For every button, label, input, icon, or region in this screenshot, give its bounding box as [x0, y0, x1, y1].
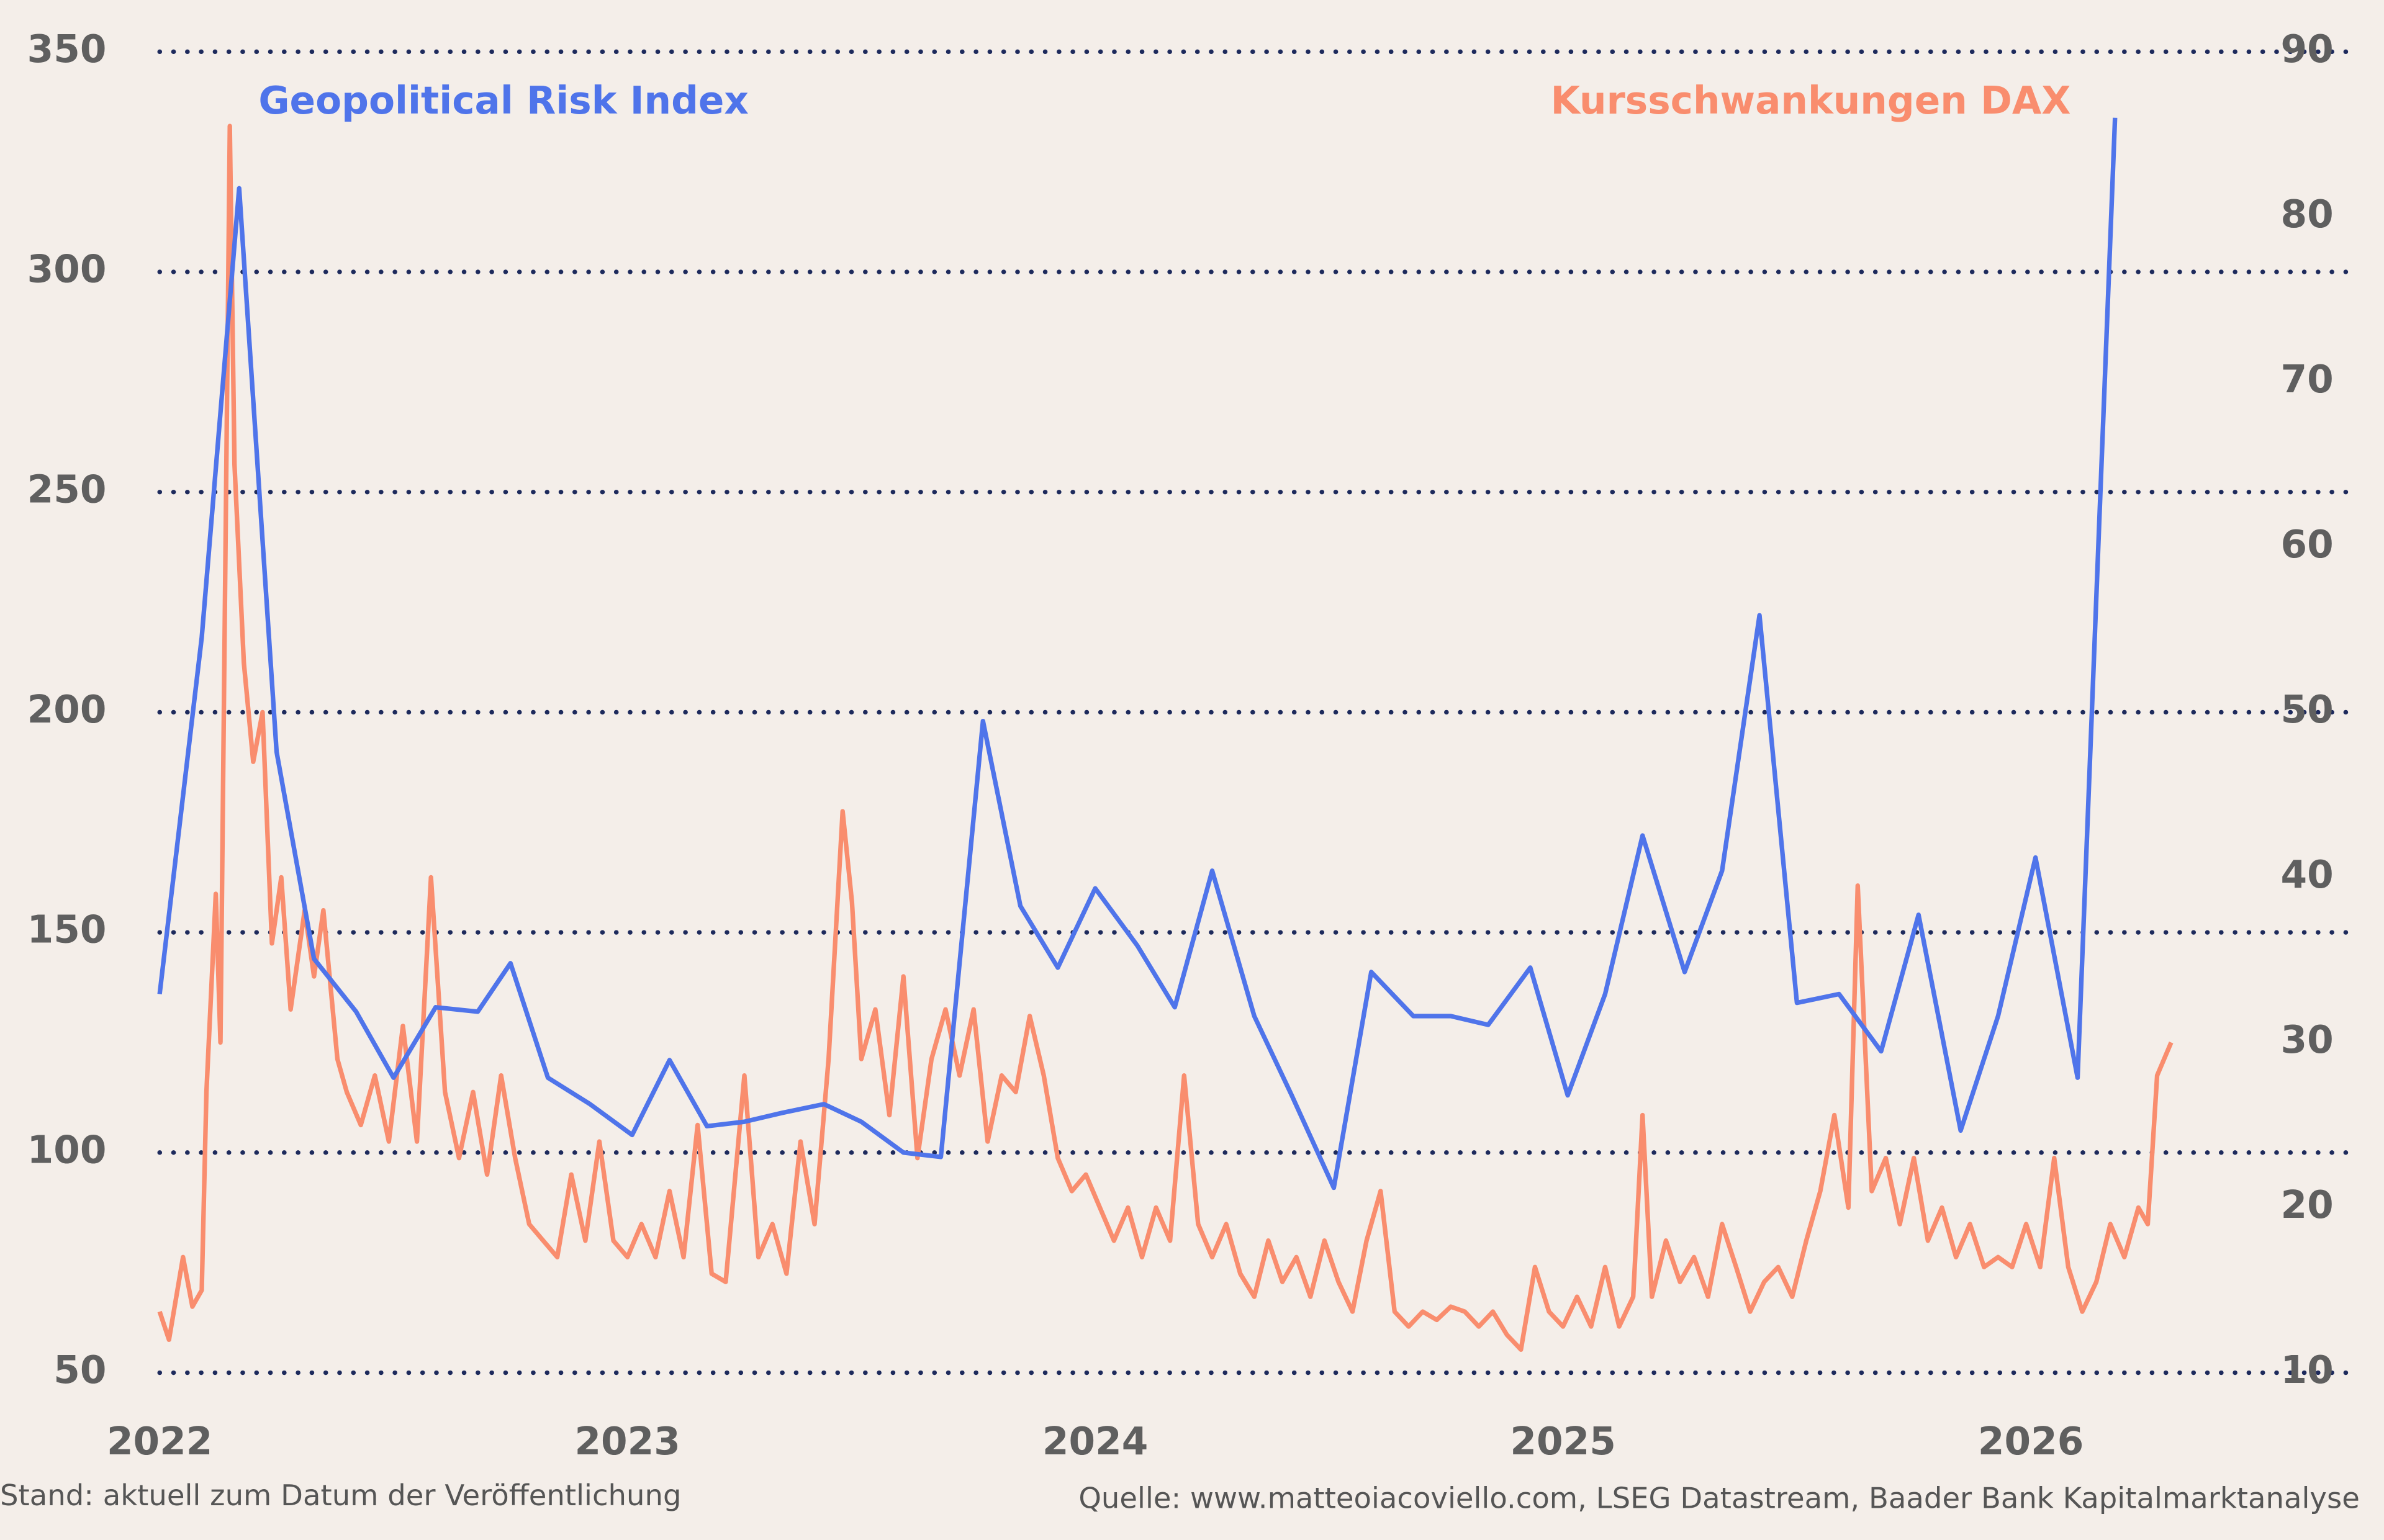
x-tick-label: 2022	[107, 1420, 212, 1464]
y-tick-label: 100	[27, 1128, 107, 1172]
legend-label: Kursschwankungen DAX	[1551, 79, 2071, 123]
footnote-right: Quelle: www.matteoiacoviello.com, LSEG D…	[1078, 1482, 2360, 1515]
x-tick-label: 2024	[1042, 1420, 1148, 1464]
y-tick-label: 50	[53, 1348, 106, 1392]
y2-tick-label: 20	[2280, 1183, 2333, 1227]
y-tick-label: 150	[27, 908, 107, 952]
y-tick-label: 350	[27, 27, 107, 71]
legend-label: Geopolitical Risk Index	[258, 79, 749, 123]
y2-tick-label: 80	[2280, 192, 2333, 236]
y2-tick-label: 40	[2280, 853, 2333, 897]
y2-tick-label: 30	[2280, 1018, 2333, 1062]
x-tick-label: 2023	[574, 1420, 680, 1464]
series-line	[157, 117, 2118, 1191]
x-tick-label: 2025	[1510, 1420, 1615, 1464]
y2-tick-label: 50	[2280, 688, 2333, 732]
y2-tick-label: 60	[2280, 523, 2333, 567]
y-tick-label: 300	[27, 248, 107, 292]
y2-tick-label: 10	[2280, 1348, 2333, 1392]
y2-tick-label: 70	[2280, 358, 2333, 402]
y-tick-label: 200	[27, 688, 107, 732]
y2-tick-label: 90	[2280, 27, 2333, 71]
footnote-left: Stand: aktuell zum Datum der Veröffentli…	[0, 1479, 682, 1512]
y-tick-label: 250	[27, 467, 107, 511]
x-tick-label: 2026	[1978, 1420, 2084, 1464]
series-line	[157, 124, 2174, 1352]
